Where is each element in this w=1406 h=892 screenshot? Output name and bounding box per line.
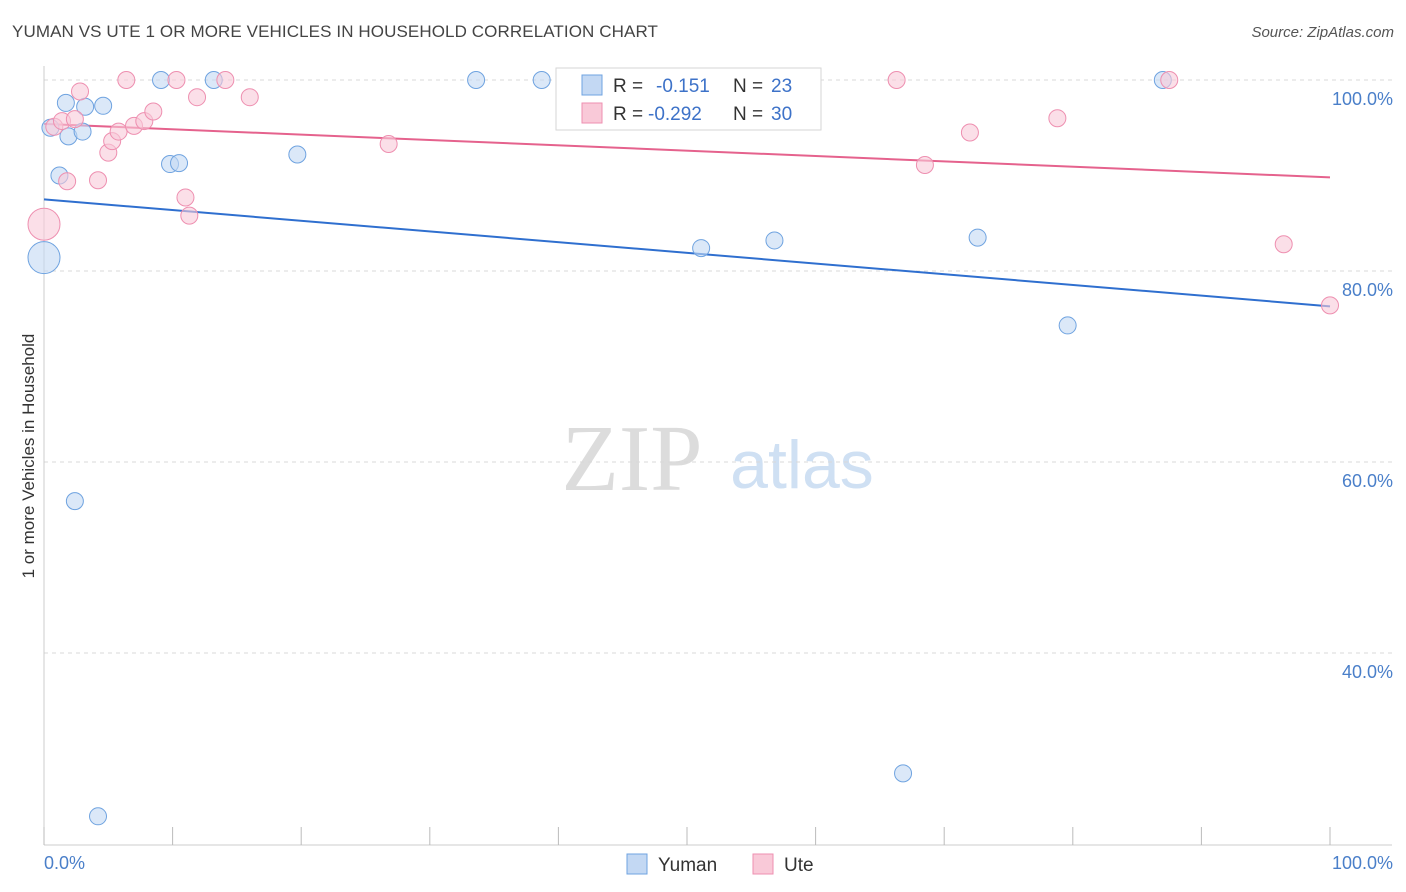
chart-title: YUMAN VS UTE 1 OR MORE VEHICLES IN HOUSE…	[12, 22, 659, 41]
watermark-zip: ZIP	[562, 407, 703, 511]
point-ute	[144, 102, 163, 121]
point-yuman	[765, 231, 784, 250]
legend-r-label-yuman: R =	[613, 76, 643, 97]
point-ute	[109, 122, 128, 141]
trend-line-yuman	[43, 198, 1331, 308]
point-yuman	[65, 492, 84, 511]
point-yuman	[89, 807, 108, 826]
legend-swatch-ute	[581, 102, 603, 124]
legend-n-value-ute: 30	[771, 104, 792, 125]
point-yuman	[894, 764, 913, 783]
legend-r-value-yuman: -0.151	[656, 76, 710, 97]
point-ute	[379, 134, 398, 153]
point-ute	[188, 88, 207, 107]
point-ute	[915, 155, 934, 174]
point-yuman	[94, 96, 113, 115]
point-yuman	[288, 145, 307, 164]
series-legend: Yuman Ute	[626, 853, 814, 876]
y-tick-label: 60.0%	[1342, 471, 1393, 491]
point-ute	[887, 71, 906, 89]
legend-r-value-ute: -0.292	[648, 104, 702, 125]
point-yuman	[170, 154, 189, 173]
point-ute	[1321, 296, 1339, 315]
point-yuman	[152, 71, 171, 89]
point-yuman	[692, 239, 711, 258]
legend-n-label-ute: N =	[733, 104, 763, 125]
data-points	[27, 71, 1339, 826]
point-ute	[1048, 109, 1067, 128]
gridlines	[44, 79, 1392, 654]
point-ute	[180, 206, 199, 225]
y-tick-label: 80.0%	[1342, 280, 1393, 300]
point-yuman	[27, 241, 61, 275]
point-yuman	[56, 93, 75, 112]
point-ute	[71, 82, 90, 101]
y-tick-label: 40.0%	[1342, 662, 1393, 682]
bottom-legend-label-ute: Ute	[784, 855, 814, 876]
x-tick-label: 100.0%	[1332, 853, 1393, 873]
bottom-legend-swatch-yuman	[626, 853, 648, 875]
trend-lines	[43, 122, 1331, 308]
point-yuman	[968, 228, 987, 247]
point-ute	[65, 110, 84, 129]
point-ute	[89, 171, 108, 190]
source-attribution: Source: ZipAtlas.com	[1251, 24, 1394, 41]
point-ute	[117, 71, 136, 89]
watermark: ZIP atlas	[562, 407, 874, 511]
axes: 40.0% 60.0% 80.0% 100.0% 0.0% 100.0%	[43, 66, 1393, 873]
point-ute	[58, 172, 77, 191]
legend-n-value-yuman: 23	[771, 76, 792, 97]
bottom-legend-swatch-ute	[752, 853, 774, 875]
x-tick-label: 0.0%	[44, 853, 85, 873]
stats-legend: R = -0.151 N = 23 R = -0.292 N = 30	[555, 67, 822, 131]
point-ute	[167, 71, 186, 89]
legend-n-label-yuman: N =	[733, 76, 763, 97]
point-yuman	[532, 71, 551, 89]
point-yuman	[1058, 316, 1077, 335]
trend-line-ute	[43, 122, 1331, 179]
point-ute	[216, 71, 235, 89]
y-tick-label: 100.0%	[1332, 89, 1393, 109]
point-yuman	[467, 71, 486, 89]
point-ute	[176, 188, 195, 207]
bottom-legend-label-yuman: Yuman	[658, 855, 717, 876]
point-ute	[1274, 235, 1293, 254]
point-ute	[27, 207, 61, 241]
watermark-atlas: atlas	[730, 427, 874, 503]
legend-swatch-yuman	[581, 74, 603, 96]
point-ute	[240, 88, 259, 107]
y-axis-label: 1 or more Vehicles in Household	[19, 334, 38, 579]
point-ute	[1160, 71, 1179, 89]
legend-r-label-ute: R =	[613, 104, 643, 125]
point-ute	[960, 123, 979, 142]
